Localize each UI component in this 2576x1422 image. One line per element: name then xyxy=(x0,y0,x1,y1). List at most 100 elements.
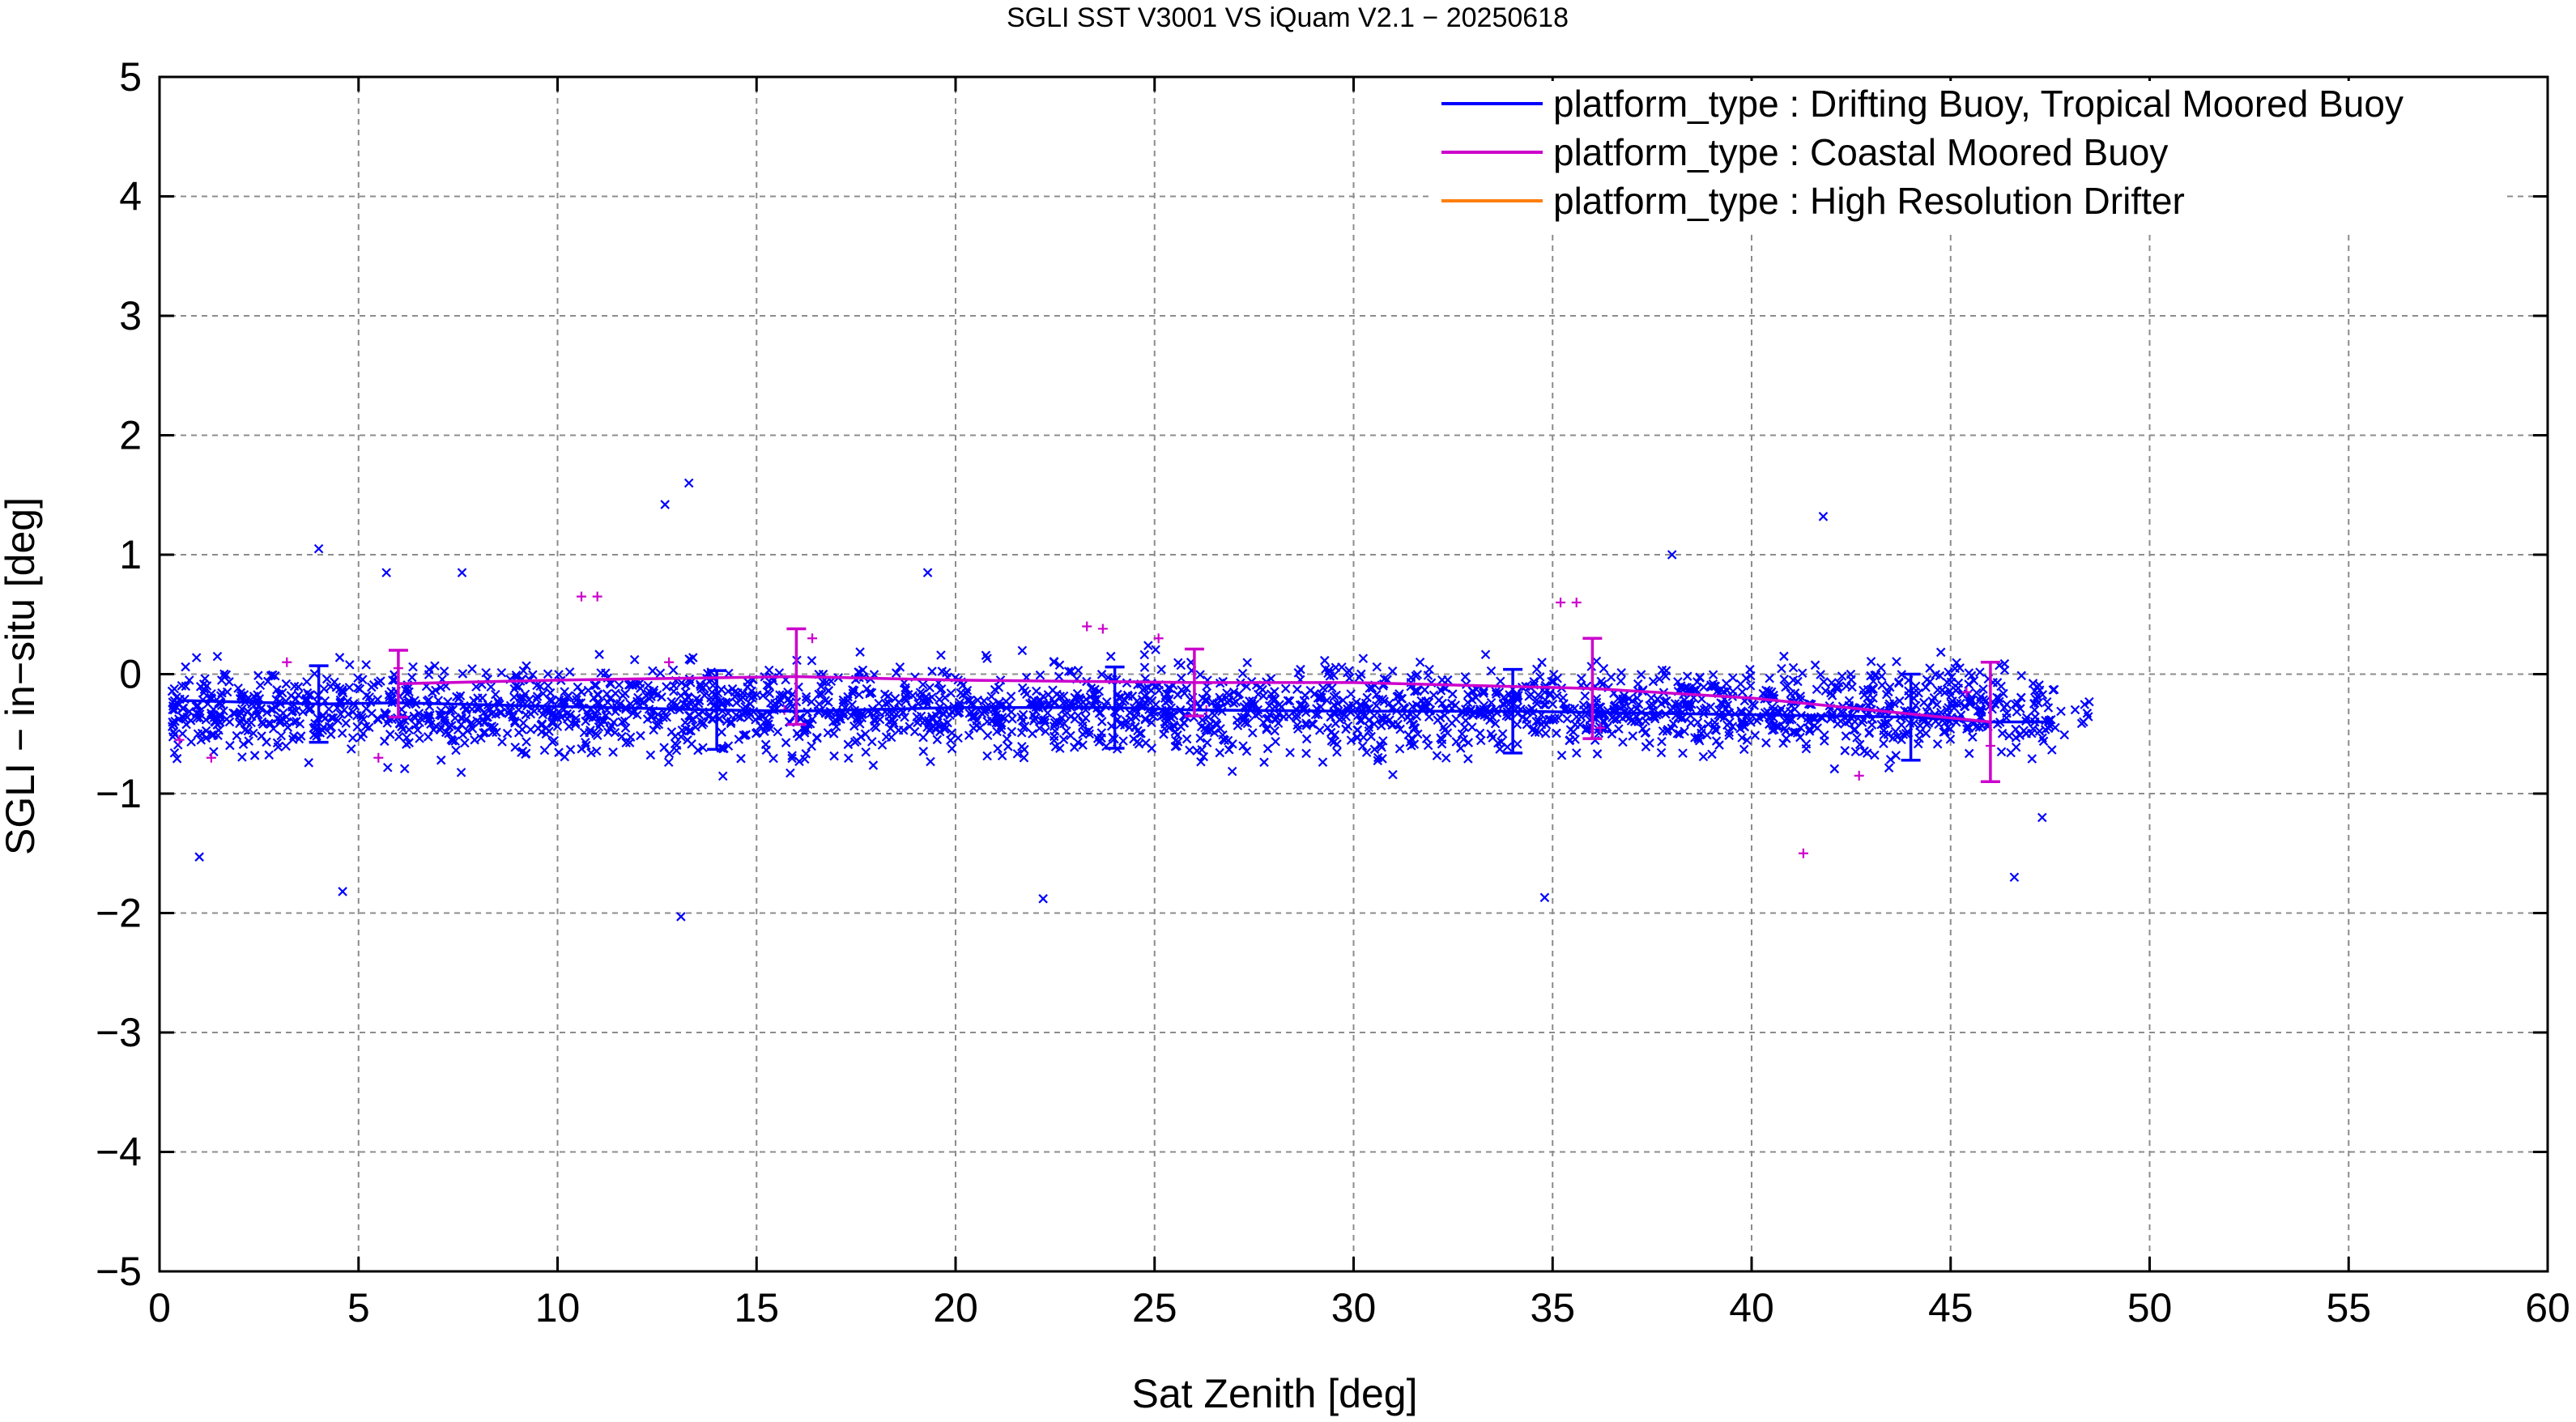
scatter-point xyxy=(608,747,618,757)
scatter-point xyxy=(1846,675,1856,685)
scatter-point xyxy=(504,709,513,718)
scatter-point xyxy=(1017,645,1028,656)
scatter-point xyxy=(2029,698,2039,709)
scatter-point xyxy=(1710,725,1720,734)
scatter-point xyxy=(1545,688,1555,698)
error-bar xyxy=(1980,661,2000,783)
scatter-point xyxy=(214,725,224,735)
scatter-point xyxy=(760,739,771,750)
scatter-point xyxy=(1216,724,1225,734)
scatter-point xyxy=(1656,747,1667,758)
scatter-point xyxy=(932,734,943,745)
scatter-point xyxy=(748,691,758,700)
scatter-point xyxy=(1597,679,1607,690)
scatter-point xyxy=(947,743,957,754)
scatter-point xyxy=(1610,700,1620,710)
scatter-point xyxy=(1177,685,1186,695)
scatter-point xyxy=(1395,724,1405,734)
scatter-point xyxy=(1058,691,1069,701)
scatter-point xyxy=(764,719,773,730)
scatter-point xyxy=(893,726,904,735)
scatter-point xyxy=(608,717,619,727)
scatter-point xyxy=(1227,766,1237,777)
scatter-point xyxy=(614,680,624,690)
scatter-point xyxy=(1061,726,1071,736)
scatter-point xyxy=(1616,676,1626,686)
scatter-point xyxy=(1572,748,1582,758)
scatter-point xyxy=(1051,716,1062,726)
scatter-point xyxy=(1451,737,1462,747)
scatter-point xyxy=(264,750,275,760)
scatter-point xyxy=(1022,689,1032,700)
scatter-point xyxy=(1333,699,1343,709)
scatter-point xyxy=(394,731,404,742)
x-tick-label: 40 xyxy=(1729,1285,1774,1330)
scatter-point xyxy=(1055,692,1065,701)
scatter-point xyxy=(332,703,343,713)
scatter-point xyxy=(1280,683,1291,694)
scatter-point xyxy=(736,753,746,764)
scatter-point xyxy=(1866,685,1876,695)
scatter-point xyxy=(582,709,593,719)
scatter-point xyxy=(2084,696,2094,707)
x-tick-label: 25 xyxy=(1132,1285,1177,1330)
scatter-point xyxy=(1695,673,1705,683)
scatter-point xyxy=(1707,749,1717,760)
scatter-point xyxy=(293,690,304,700)
scatter-point xyxy=(2042,696,2052,707)
scatter-point xyxy=(177,712,187,722)
scatter-point xyxy=(1539,892,1550,903)
scatter-point xyxy=(1602,722,1612,732)
scatter-point xyxy=(1207,697,1218,708)
scatter-point xyxy=(424,670,434,679)
scatter-point xyxy=(467,704,477,714)
scatter-point xyxy=(1897,734,1906,745)
scatter-point xyxy=(1070,714,1080,724)
scatter-point xyxy=(1594,728,1604,739)
scatter-point xyxy=(1421,734,1432,743)
y-tick-label: −4 xyxy=(96,1130,142,1175)
scatter-point xyxy=(1073,666,1084,675)
scatter-point xyxy=(282,657,292,667)
scatter-point xyxy=(1255,682,1266,692)
scatter-point xyxy=(901,690,911,700)
scatter-point xyxy=(361,660,371,670)
scatter-point xyxy=(1063,666,1074,676)
scatter-point xyxy=(1387,666,1398,676)
scatter-point xyxy=(1019,752,1029,763)
scatter-point xyxy=(453,725,463,734)
scatter-point xyxy=(1849,725,1859,735)
scatter-point xyxy=(556,713,566,722)
scatter-point xyxy=(820,696,831,705)
scatter-point xyxy=(1242,718,1253,729)
scatter-point xyxy=(849,721,859,731)
scatter-point xyxy=(982,751,992,761)
scatter-point xyxy=(954,707,964,717)
scatter-point xyxy=(1996,747,2007,757)
scatter-point xyxy=(1007,726,1017,737)
scatter-point xyxy=(352,711,362,721)
scatter-point xyxy=(1857,717,1867,727)
scatter-point xyxy=(1716,698,1726,708)
scatter-point xyxy=(1891,751,1901,760)
scatter-point xyxy=(244,692,253,703)
scatter-point xyxy=(693,745,703,756)
scatter-point xyxy=(620,723,631,733)
scatter-point xyxy=(801,692,811,702)
scatter-point xyxy=(439,666,449,676)
scatter-point xyxy=(1672,729,1683,739)
scatter-point xyxy=(556,696,566,707)
scatter-point xyxy=(1364,726,1374,736)
scatter-point xyxy=(452,692,462,702)
scatter-point xyxy=(1910,700,1921,711)
x-tick-label: 35 xyxy=(1530,1285,1575,1330)
scatter-point xyxy=(1884,763,1894,773)
scatter-point xyxy=(1975,704,1986,713)
scatter-point xyxy=(1829,764,1840,774)
scatter-point xyxy=(249,751,260,760)
scatter-point xyxy=(467,664,477,674)
scatter-point xyxy=(586,747,596,758)
scatter-point xyxy=(756,711,767,721)
scatter-point xyxy=(168,719,179,730)
scatter-point xyxy=(1233,721,1243,730)
